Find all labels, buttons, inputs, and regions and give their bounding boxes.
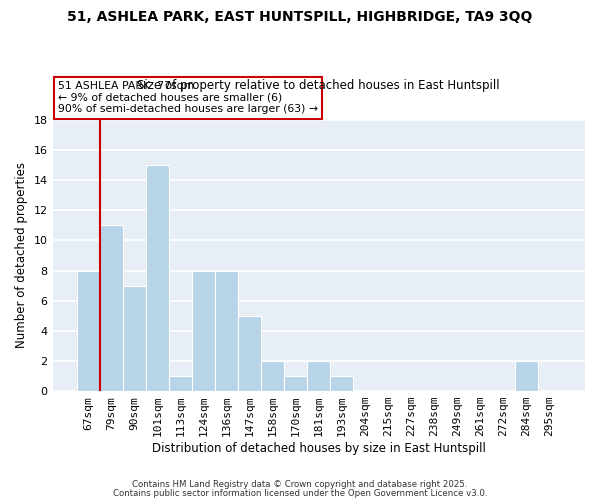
Text: Contains public sector information licensed under the Open Government Licence v3: Contains public sector information licen… — [113, 488, 487, 498]
Bar — [123, 286, 146, 391]
Bar — [100, 226, 123, 391]
Bar — [515, 361, 538, 391]
Bar — [284, 376, 307, 391]
Bar — [307, 361, 330, 391]
Text: Contains HM Land Registry data © Crown copyright and database right 2025.: Contains HM Land Registry data © Crown c… — [132, 480, 468, 489]
X-axis label: Distribution of detached houses by size in East Huntspill: Distribution of detached houses by size … — [152, 442, 486, 455]
Bar — [77, 270, 100, 391]
Bar — [169, 376, 192, 391]
Text: 51, ASHLEA PARK, EAST HUNTSPILL, HIGHBRIDGE, TA9 3QQ: 51, ASHLEA PARK, EAST HUNTSPILL, HIGHBRI… — [67, 10, 533, 24]
Bar — [215, 270, 238, 391]
Bar — [261, 361, 284, 391]
Y-axis label: Number of detached properties: Number of detached properties — [15, 162, 28, 348]
Bar — [330, 376, 353, 391]
Bar — [238, 316, 261, 391]
Text: 51 ASHLEA PARK: 77sqm
← 9% of detached houses are smaller (6)
90% of semi-detach: 51 ASHLEA PARK: 77sqm ← 9% of detached h… — [58, 82, 318, 114]
Bar — [192, 270, 215, 391]
Bar — [146, 165, 169, 391]
Title: Size of property relative to detached houses in East Huntspill: Size of property relative to detached ho… — [137, 80, 500, 92]
